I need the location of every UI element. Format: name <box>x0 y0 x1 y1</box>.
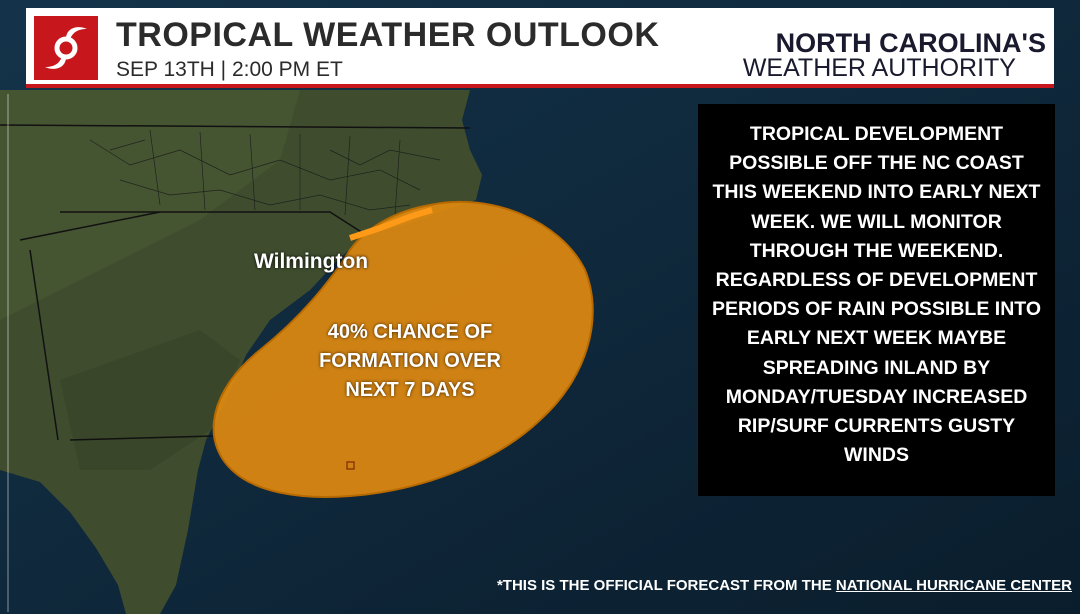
page-title: TROPICAL WEATHER OUTLOOK <box>116 16 660 54</box>
state-borders <box>0 124 471 441</box>
hurricane-icon <box>34 16 98 80</box>
outlook-area <box>212 200 594 498</box>
brand-line2: WEATHER AUTHORITY <box>742 54 1016 82</box>
city-label-wilmington: Wilmington <box>254 250 369 273</box>
county-lines <box>89 129 441 216</box>
coast-strip <box>349 207 433 241</box>
info-text: TROPICAL DEVELOPMENT POSSIBLE OFF THE NC… <box>711 123 1041 467</box>
brand-line1: NORTH CAROLINA'S <box>775 28 1046 58</box>
land-shading <box>0 90 300 320</box>
header-bar: TROPICAL WEATHER OUTLOOK SEP 13TH | 2:00… <box>26 8 1054 88</box>
land-shading <box>60 330 240 470</box>
footer-prefix: *THIS IS THE OFFICIAL FORECAST FROM THE <box>496 577 836 594</box>
timestamp: SEP 13TH | 2:00 PM ET <box>116 58 343 81</box>
nhc-link[interactable]: NATIONAL HURRICANE CENTER <box>835 577 1072 594</box>
center-marker <box>346 461 355 470</box>
info-box: TROPICAL DEVELOPMENT POSSIBLE OFF THE NC… <box>698 104 1055 496</box>
formation-chance-label: 40% CHANCE OF FORMATION OVER NEXT 7 DAYS <box>319 321 501 401</box>
footer-disclaimer: *THIS IS THE OFFICIAL FORECAST FROM THE … <box>497 577 1072 594</box>
